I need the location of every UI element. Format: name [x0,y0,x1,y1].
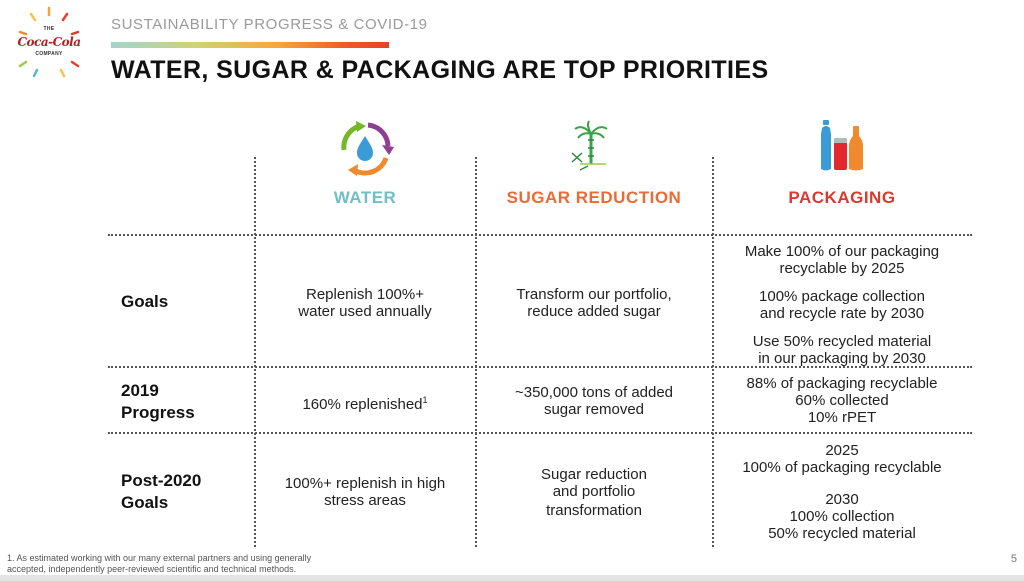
cell-line: Sugar reduction [541,466,647,483]
logo-bottom-text: COMPANY [35,51,63,57]
footnote-line: 1. As estimated working with our many ex… [7,553,312,563]
page-number: 5 [1010,553,1017,565]
cell-line: 100% of packaging recyclable [742,459,942,476]
goals-sugar-cell: Transform our portfolio, reduce added su… [477,286,711,320]
cell-line: transformation [546,502,642,519]
column-header-water: WATER [333,188,397,207]
column-header-packaging: PACKAGING [788,188,896,207]
row-divider [108,366,972,368]
progress-water-cell: 160% replenished1 [256,392,474,413]
footnote-line: accepted, independently peer-reviewed sc… [7,564,297,574]
page-title: WATER, SUGAR & PACKAGING ARE TOP PRIORIT… [111,56,769,84]
cell-line: 88% of packaging recyclable [746,375,938,392]
cell-line: 50% recycled material [768,525,916,542]
cell-line: Replenish 100%+ [305,286,424,303]
cell-line: stress areas [324,492,406,509]
row-label-goals: Goals [121,292,169,311]
cell-line: 60% collected [795,392,889,409]
row-divider [108,432,972,434]
progress-packaging-cell: 88% of packaging recyclable 60% collecte… [714,375,970,426]
cell-line: 2025 [825,442,859,459]
section-eyebrow: SUSTAINABILITY PROGRESS & COVID-19 [111,16,428,33]
goals-packaging-cell: Make 100% of our packaging recyclable by… [714,243,970,367]
row-label-2019-progress: 2019 Progress [121,380,195,424]
cell-line: 2030 [825,491,859,508]
row-label-line: 2019 [121,381,159,400]
row-label-line: Progress [121,403,195,422]
cell-line: Transform our portfolio, [516,286,672,303]
sunburst-icon [18,6,80,78]
cell-line: in our packaging by 2030 [758,350,926,367]
cell-line: water used annually [298,303,432,320]
column-header-sugar: SUGAR REDUCTION [506,188,682,207]
sugarcane-icon [566,120,612,177]
post2020-packaging-cell: 2025 100% of packaging recyclable 2030 1… [714,442,970,542]
bottom-strip [0,575,1024,581]
cell-line: 100% package collection [759,288,925,305]
cell-line: and portfolio [552,483,636,500]
post2020-sugar-cell: Sugar reduction and portfolio transforma… [477,466,711,519]
cell-line: Use 50% recycled material [752,333,932,350]
cell-line: 160% replenished [302,396,423,413]
logo-top-text: THE [43,26,55,32]
coca-cola-logo: THE Coca-Cola COMPANY [14,6,84,78]
row-label-post-2020-goals: Post-2020 Goals [121,470,201,514]
column-divider [475,157,477,547]
logo-brand-text: Coca-Cola [17,35,81,49]
footnote: 1. As estimated working with our many ex… [7,553,311,575]
cell-line: recyclable by 2025 [779,260,905,277]
progress-sugar-cell: ~350,000 tons of added sugar removed [477,384,711,418]
footnote-marker: 1 [422,395,428,405]
water-cycle-icon [336,120,396,183]
cell-line: ~350,000 tons of added [514,384,674,401]
column-divider [712,157,714,547]
goals-water-cell: Replenish 100%+ water used annually [256,286,474,320]
cell-line: and recycle rate by 2030 [759,305,925,322]
column-divider [254,157,256,547]
post2020-water-cell: 100%+ replenish in high stress areas [256,475,474,509]
cell-line: Make 100% of our packaging [744,243,940,260]
row-label-line: Post-2020 [121,471,202,490]
cell-line: reduce added sugar [527,303,661,320]
cell-line: sugar removed [543,401,645,418]
bottles-icon [818,120,868,177]
cell-line: 100% collection [789,508,895,525]
cell-line: 100%+ replenish in high [284,475,446,492]
row-label-line: Goals [121,493,169,512]
cell-line: 10% rPET [807,409,877,426]
row-divider [108,234,972,236]
gradient-divider [111,42,389,48]
